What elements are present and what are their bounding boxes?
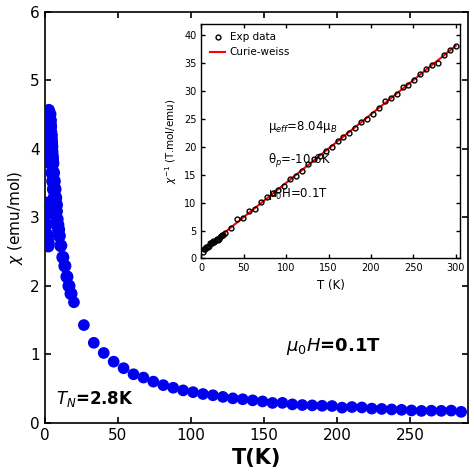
- Point: [130, 371, 137, 378]
- Point: [59, 254, 67, 261]
- Point: [160, 382, 167, 389]
- Y-axis label: $\chi$ (emu/mol): $\chi$ (emu/mol): [6, 170, 25, 264]
- Point: [309, 401, 316, 409]
- Point: [438, 407, 445, 415]
- Point: [199, 390, 207, 398]
- Point: [47, 152, 55, 160]
- Point: [55, 226, 63, 233]
- Point: [61, 262, 69, 270]
- Point: [70, 299, 78, 306]
- Point: [46, 121, 54, 129]
- Point: [46, 132, 54, 139]
- Point: [47, 143, 55, 151]
- Point: [90, 339, 98, 346]
- Point: [45, 243, 52, 250]
- Point: [42, 211, 50, 219]
- Point: [259, 398, 266, 405]
- Point: [169, 384, 177, 392]
- Point: [47, 148, 55, 155]
- Point: [239, 395, 246, 403]
- Point: [428, 407, 435, 414]
- Point: [418, 407, 425, 415]
- Point: [53, 208, 60, 215]
- Point: [46, 117, 53, 125]
- Point: [42, 199, 49, 206]
- Point: [110, 358, 118, 365]
- Point: [279, 399, 286, 407]
- Point: [43, 221, 50, 228]
- Point: [50, 185, 58, 193]
- Point: [52, 201, 59, 209]
- Point: [368, 405, 375, 412]
- Point: [457, 408, 465, 416]
- Point: [55, 232, 63, 240]
- Point: [120, 365, 128, 372]
- Point: [48, 160, 56, 167]
- Point: [48, 159, 55, 167]
- Point: [249, 397, 256, 404]
- Point: [44, 237, 52, 245]
- Point: [46, 117, 53, 124]
- Point: [67, 290, 75, 298]
- Point: [80, 321, 88, 329]
- Point: [46, 110, 53, 118]
- Point: [49, 169, 56, 177]
- Point: [338, 404, 346, 411]
- Point: [45, 108, 53, 116]
- Point: [447, 407, 455, 414]
- Point: [378, 405, 385, 413]
- Point: [328, 402, 336, 410]
- Point: [299, 401, 306, 409]
- Point: [319, 402, 326, 410]
- Point: [388, 406, 395, 413]
- Point: [44, 230, 51, 238]
- Point: [47, 135, 55, 143]
- Point: [54, 221, 62, 228]
- Point: [46, 123, 54, 131]
- Point: [189, 388, 197, 396]
- Point: [269, 399, 276, 407]
- Point: [42, 207, 50, 215]
- Point: [408, 407, 415, 414]
- Point: [140, 374, 147, 382]
- Point: [43, 221, 51, 228]
- Point: [398, 406, 405, 414]
- Point: [358, 404, 365, 411]
- Point: [63, 273, 71, 281]
- X-axis label: T(K): T(K): [232, 448, 281, 468]
- Point: [50, 177, 57, 185]
- Point: [348, 403, 356, 411]
- Point: [44, 232, 51, 240]
- Point: [209, 392, 217, 399]
- Point: [48, 154, 55, 161]
- Point: [54, 215, 61, 223]
- Point: [219, 393, 227, 401]
- Text: $\mu_0H$=0.1T: $\mu_0H$=0.1T: [286, 336, 381, 357]
- Point: [46, 128, 54, 136]
- Point: [46, 131, 54, 139]
- Point: [47, 138, 55, 146]
- Point: [51, 194, 59, 201]
- Point: [47, 140, 55, 148]
- Point: [45, 239, 53, 246]
- Point: [65, 282, 73, 290]
- Point: [57, 242, 64, 249]
- Point: [179, 387, 187, 394]
- Text: $T_N$=2.8K: $T_N$=2.8K: [56, 389, 134, 409]
- Point: [48, 156, 55, 164]
- Point: [150, 378, 157, 385]
- Point: [289, 401, 296, 408]
- Point: [45, 106, 53, 114]
- Point: [100, 349, 108, 357]
- Point: [229, 394, 237, 402]
